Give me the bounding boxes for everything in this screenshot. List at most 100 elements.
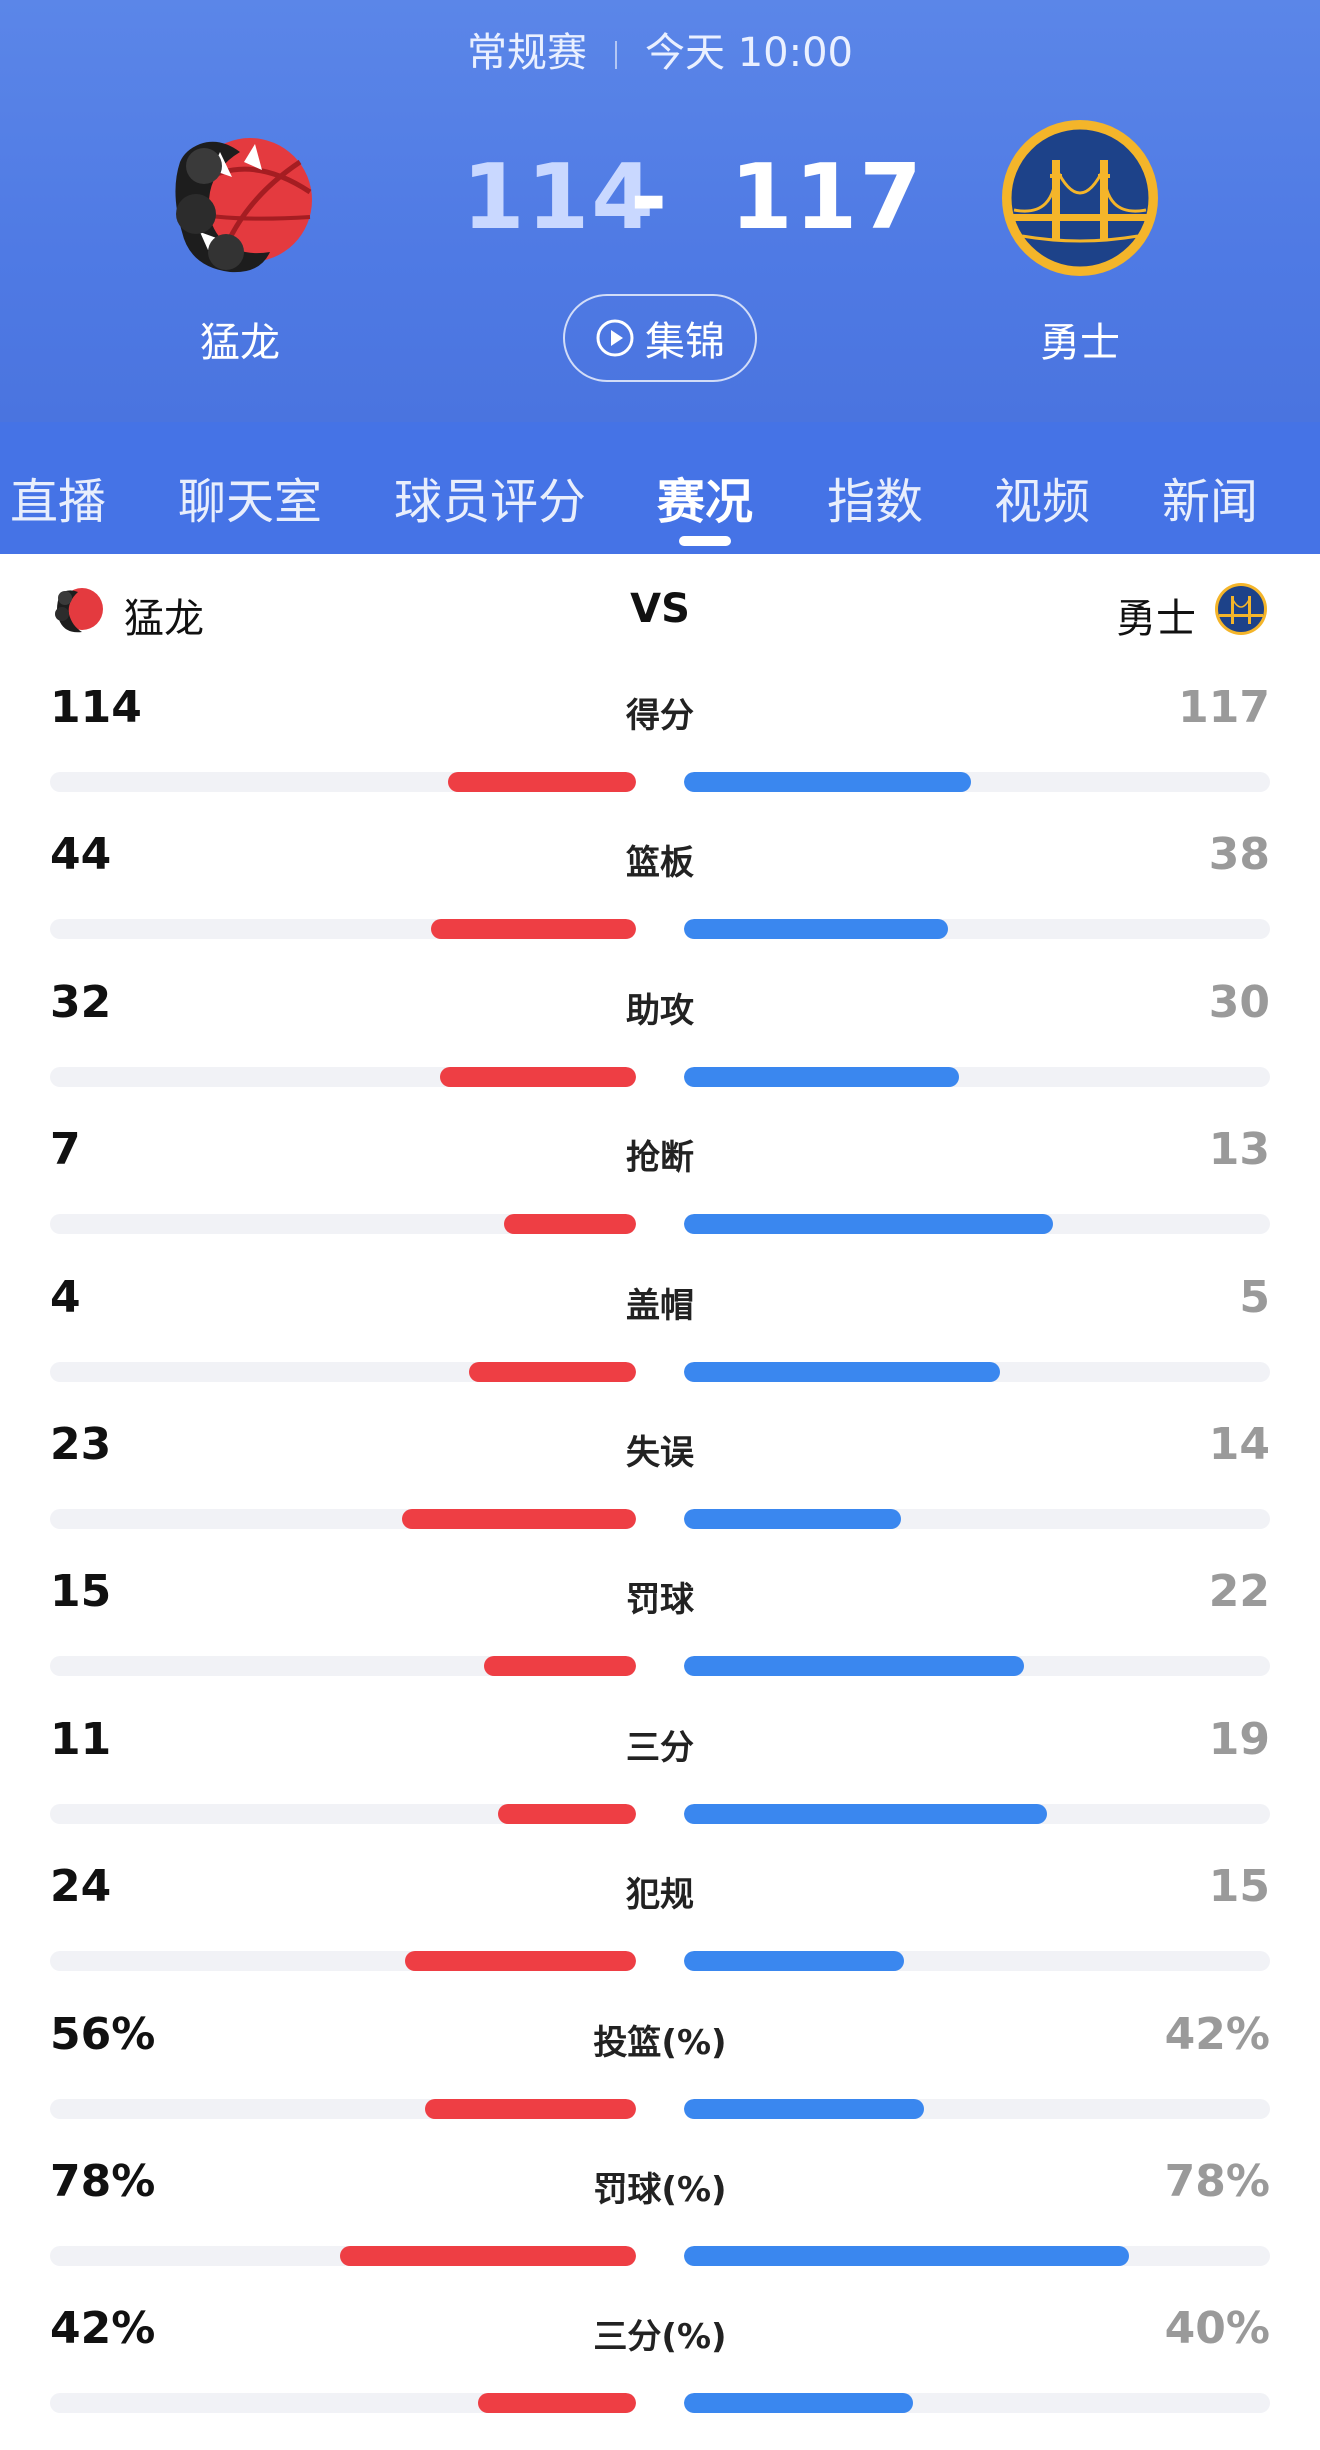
vs-away-name: 勇士 [1116, 596, 1196, 642]
tab-player-ratings[interactable]: 球员评分 [394, 474, 587, 530]
stat-label: 罚球 [626, 1580, 694, 1620]
home-stat-bar-track [50, 2099, 636, 2119]
stat-away-value: 30 [1208, 977, 1270, 1028]
stat-away-value: 117 [1178, 682, 1270, 733]
home-stat-bar-track [50, 1214, 636, 1234]
stat-away-value: 13 [1208, 1124, 1270, 1175]
stat-row: 23 失误 14 [0, 1419, 1320, 1566]
game-time: 今天 10:00 [645, 30, 853, 76]
stat-label: 三分 [626, 1728, 694, 1768]
stat-row: 11 三分 19 [0, 1714, 1320, 1861]
tab-bar: 直播 聊天室 球员评分 赛况 指数 视频 新闻 [0, 422, 1320, 554]
highlights-button[interactable]: 集锦 [563, 294, 757, 382]
away-stat-bar-track [684, 1509, 1270, 1529]
score-separator: - [630, 145, 670, 250]
home-score: 114 [462, 145, 656, 250]
stat-row: 4 盖帽 5 [0, 1272, 1320, 1419]
stat-away-value: 78% [1164, 2156, 1270, 2207]
warriors-logo-icon[interactable] [1000, 118, 1160, 278]
stat-home-value: 7 [50, 1124, 81, 1175]
stat-home-value: 23 [50, 1419, 112, 1470]
home-stat-bar-track [50, 919, 636, 939]
tab-game-stats[interactable]: 赛况 [657, 474, 754, 530]
away-stat-bar [684, 1951, 904, 1971]
home-stat-bar-track [50, 2393, 636, 2413]
stat-away-value: 5 [1239, 1272, 1270, 1323]
away-stat-bar-track [684, 1951, 1270, 1971]
stat-row: 32 助攻 30 [0, 977, 1320, 1124]
stat-away-value: 15 [1208, 1861, 1270, 1912]
stat-row: 114 得分 117 [0, 682, 1320, 829]
away-stat-bar-track [684, 772, 1270, 792]
stat-label: 盖帽 [626, 1286, 694, 1326]
home-stat-bar [425, 2099, 636, 2119]
home-stat-bar-track [50, 1362, 636, 1382]
home-stat-bar [469, 1362, 636, 1382]
home-stat-bar-track [50, 2246, 636, 2266]
warriors-small-logo-icon [1215, 583, 1267, 635]
away-team-name[interactable]: 勇士 [1040, 320, 1120, 366]
away-stat-bar [684, 2393, 913, 2413]
home-stat-bar-track [50, 1067, 636, 1087]
home-stat-bar-track [50, 1509, 636, 1529]
tab-videos[interactable]: 视频 [994, 474, 1091, 530]
home-stat-bar [448, 772, 636, 792]
stat-label: 抢断 [626, 1138, 694, 1178]
stat-home-value: 24 [50, 1861, 112, 1912]
home-stat-bar [340, 2246, 636, 2266]
away-stat-bar-track [684, 1362, 1270, 1382]
away-stat-bar [684, 1362, 1000, 1382]
home-stat-bar [440, 1067, 636, 1087]
stat-row: 7 抢断 13 [0, 1124, 1320, 1271]
away-stat-bar [684, 1656, 1024, 1676]
stat-label: 罚球(%) [593, 2170, 727, 2210]
raptors-small-logo-icon [55, 588, 103, 633]
away-stat-bar-track [684, 1804, 1270, 1824]
game-header: 常规赛 今天 10:00 猛龙 114 - 117 集锦 [0, 0, 1320, 422]
stat-home-value: 15 [50, 1566, 112, 1617]
vs-label: VS [630, 586, 690, 632]
stat-away-value: 14 [1208, 1419, 1270, 1470]
stat-home-value: 56% [50, 2009, 156, 2060]
stat-away-value: 42% [1164, 2009, 1270, 2060]
home-stat-bar [402, 1509, 636, 1529]
stat-row: 15 罚球 22 [0, 1566, 1320, 1713]
home-stat-bar-track [50, 1656, 636, 1676]
tab-live[interactable]: 直播 [10, 474, 107, 530]
away-stat-bar [684, 2099, 924, 2119]
away-stat-bar [684, 2246, 1129, 2266]
home-stat-bar [504, 1214, 636, 1234]
away-score: 117 [730, 145, 924, 250]
stat-label: 犯规 [626, 1875, 694, 1915]
away-stat-bar-track [684, 2246, 1270, 2266]
stat-row: 44 篮板 38 [0, 829, 1320, 976]
stat-home-value: 32 [50, 977, 112, 1028]
tab-odds[interactable]: 指数 [827, 474, 924, 530]
vs-header: 猛龙 VS 勇士 [0, 574, 1320, 644]
away-stat-bar [684, 1804, 1047, 1824]
raptors-logo-icon[interactable] [160, 122, 320, 282]
stats-panel: 猛龙 VS 勇士 114 得分 117 44 篮板 38 32 助攻 30 7 抢断 13 4 盖帽 5 23… [0, 554, 1320, 2424]
stat-home-value: 4 [50, 1272, 81, 1323]
away-stat-bar-track [684, 2099, 1270, 2119]
stat-home-value: 11 [50, 1714, 112, 1765]
stat-away-value: 40% [1164, 2303, 1270, 2354]
game-meta: 常规赛 今天 10:00 [0, 28, 1320, 78]
home-stat-bar-track [50, 1804, 636, 1824]
stat-label: 失误 [626, 1433, 694, 1473]
stat-row: 56% 投篮(%) 42% [0, 2009, 1320, 2156]
tab-news[interactable]: 新闻 [1162, 474, 1259, 530]
home-stat-bar-track [50, 1951, 636, 1971]
game-type: 常规赛 [467, 30, 587, 76]
home-stat-bar [498, 1804, 636, 1824]
away-stat-bar [684, 1067, 959, 1087]
home-stat-bar [405, 1951, 636, 1971]
active-tab-indicator [679, 536, 731, 546]
meta-divider [615, 41, 617, 69]
play-icon [596, 319, 634, 357]
tab-chatroom[interactable]: 聊天室 [178, 474, 323, 530]
stat-row: 42% 三分(%) 40% [0, 2303, 1320, 2450]
stat-label: 篮板 [626, 843, 694, 883]
away-stat-bar-track [684, 919, 1270, 939]
home-team-name[interactable]: 猛龙 [200, 320, 280, 366]
